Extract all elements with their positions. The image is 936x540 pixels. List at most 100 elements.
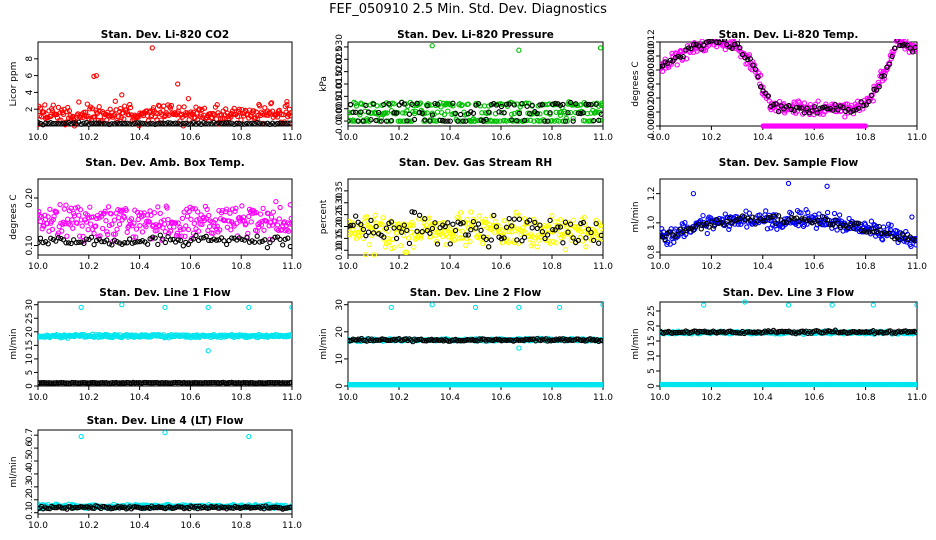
data-point-all — [67, 222, 73, 228]
data-point-selected — [383, 118, 390, 124]
data-point-selected — [137, 120, 143, 126]
data-point-all — [116, 221, 123, 227]
data-point-selected — [96, 120, 102, 126]
data-point-selected — [675, 53, 681, 60]
panel-title: Stan. Dev. Amb. Box Temp. — [85, 157, 244, 169]
data-point-all — [276, 107, 282, 113]
data-point-selected — [858, 99, 864, 105]
data-point-all — [798, 210, 804, 216]
data-point-selected — [360, 226, 367, 233]
data-point-selected — [904, 237, 911, 243]
data-point-selected — [827, 106, 833, 112]
data-point-all — [128, 216, 135, 222]
data-point-selected — [547, 217, 553, 224]
x-tick-label: 11.0 — [593, 393, 613, 403]
data-point-all — [105, 231, 111, 238]
x-tick-label: 10.8 — [542, 133, 562, 143]
data-point-selected — [522, 336, 529, 343]
data-point-selected — [509, 223, 515, 229]
data-point-all — [117, 105, 124, 112]
data-point-all — [483, 219, 489, 226]
data-point-all — [846, 215, 852, 222]
data-point-selected — [590, 118, 597, 124]
data-point-selected — [409, 101, 415, 107]
data-point-selected — [537, 102, 543, 108]
data-point-selected — [550, 101, 556, 107]
data-point-all — [176, 104, 182, 110]
data-point-selected — [696, 221, 702, 227]
data-point-selected — [434, 101, 441, 107]
data-point-all — [108, 211, 114, 217]
data-point-selected — [478, 227, 484, 234]
data-point-all — [432, 226, 438, 232]
y-tick-label: 0.7 — [25, 428, 35, 442]
data-point-selected — [216, 120, 222, 126]
data-point-all — [388, 304, 394, 311]
data-point-selected — [505, 337, 511, 343]
data-point-all — [704, 230, 710, 237]
y-tick-label: 30 — [25, 299, 35, 311]
data-point-selected — [348, 118, 351, 124]
x-tick-label: 10.4 — [440, 133, 460, 143]
data-point-selected — [411, 116, 418, 123]
data-point-all — [85, 226, 91, 233]
data-point-all — [907, 42, 913, 48]
data-point-selected — [116, 380, 123, 386]
data-point-selected — [348, 101, 354, 108]
data-point-all — [103, 218, 109, 224]
data-point-selected — [193, 121, 199, 127]
data-point-selected — [223, 241, 230, 248]
data-point-all — [289, 220, 292, 226]
data-point-all — [93, 72, 100, 79]
x-tick-label: 10.0 — [650, 133, 670, 143]
x-tick-label: 10.2 — [79, 521, 99, 531]
data-point-all — [248, 219, 254, 225]
data-point-selected — [871, 229, 877, 235]
data-point-selected — [226, 237, 232, 244]
data-point-all — [69, 217, 75, 223]
data-point-all — [183, 223, 189, 229]
data-point-all — [51, 213, 57, 220]
data-point-all — [880, 224, 887, 230]
x-tick-label: 10.2 — [79, 133, 99, 143]
panel-title: Stan. Dev. Li-820 Temp. — [719, 29, 859, 41]
data-point-all — [112, 231, 118, 237]
data-point-all — [440, 233, 446, 240]
y-tick-label: 0.20 — [335, 216, 345, 236]
data-point-selected — [876, 223, 882, 230]
data-point-all — [434, 118, 440, 124]
data-point-all — [503, 118, 510, 124]
data-point-all — [155, 102, 162, 108]
data-point-selected — [567, 99, 574, 106]
data-point-selected — [48, 235, 54, 241]
data-point-selected — [817, 105, 823, 112]
x-tick-label: 10.6 — [804, 133, 824, 143]
x-tick-label: 10.0 — [28, 133, 48, 143]
data-point-selected — [247, 380, 254, 386]
y-tick-label: 0.20 — [25, 188, 35, 208]
data-point-selected — [206, 380, 213, 386]
data-point-selected — [770, 213, 777, 219]
data-point-selected — [378, 118, 384, 124]
data-point-all — [812, 101, 819, 108]
data-point-all — [497, 118, 503, 124]
data-point-selected — [401, 101, 407, 107]
data-point-all — [382, 244, 389, 250]
data-point-selected — [203, 233, 209, 239]
data-point-all — [111, 217, 118, 223]
data-point-all — [516, 212, 523, 219]
data-point-all — [564, 118, 570, 124]
data-point-all — [492, 118, 498, 124]
data-point-selected — [837, 103, 844, 109]
data-point-all — [155, 204, 161, 210]
data-point-all — [289, 304, 292, 311]
data-point-selected — [353, 109, 359, 115]
data-point-all — [429, 43, 435, 49]
y-tick-label: 15 — [647, 335, 657, 346]
data-point-all — [379, 221, 385, 227]
x-tick-label: 10.0 — [28, 262, 48, 272]
data-point-selected — [873, 228, 880, 235]
data-point-selected — [376, 231, 382, 237]
data-point-all — [464, 216, 471, 223]
